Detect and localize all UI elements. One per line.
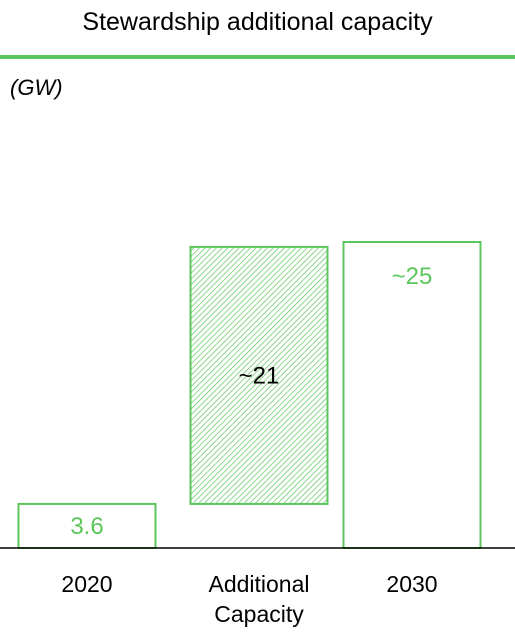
category-label-2030: 2030: [386, 571, 437, 597]
bar-2030: [342, 241, 482, 549]
category-labels-layer: 2020 Additional Capacity 2030: [61, 571, 437, 627]
title-underline: [0, 55, 515, 59]
labels-layer: 3.6 ~21 ~25: [70, 263, 432, 540]
chart-title: Stewardship additional capacity: [82, 8, 433, 36]
bars-layer: [17, 241, 482, 550]
data-label-2030: ~25: [392, 263, 433, 290]
data-label-2020: 3.6: [70, 513, 103, 540]
bar-additional-capacity: [189, 245, 329, 505]
category-label-additional-capacity: Additional Capacity: [208, 571, 309, 627]
data-label-additional-capacity: ~21: [239, 362, 280, 389]
category-label-2020: 2020: [61, 571, 112, 597]
unit-label: (GW): [10, 75, 63, 100]
bar-2020: [17, 502, 157, 550]
